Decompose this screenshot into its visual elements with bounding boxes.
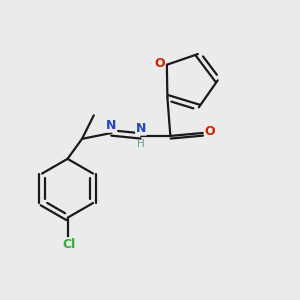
Text: N: N bbox=[136, 122, 146, 135]
Text: H: H bbox=[137, 139, 145, 149]
Text: Cl: Cl bbox=[62, 238, 76, 251]
Text: N: N bbox=[106, 119, 117, 132]
Text: O: O bbox=[154, 57, 165, 70]
Text: O: O bbox=[205, 125, 215, 138]
